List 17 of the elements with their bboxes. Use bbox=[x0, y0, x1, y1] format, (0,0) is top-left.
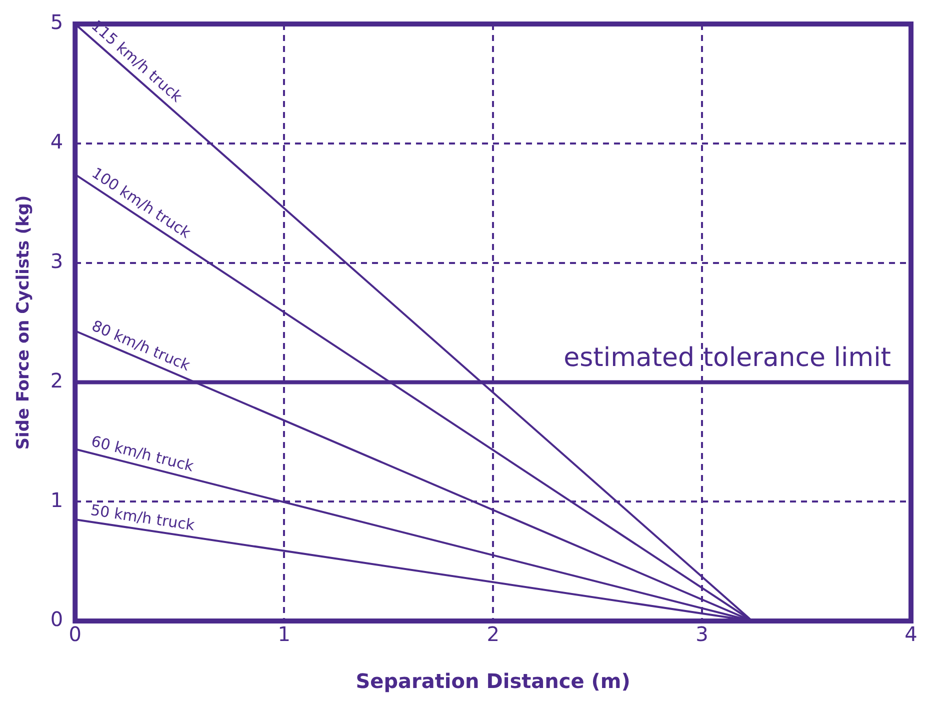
x-tick-label: 3 bbox=[696, 622, 708, 646]
x-tick-label: 2 bbox=[486, 622, 500, 646]
y-tick-label: 5 bbox=[50, 10, 64, 34]
y-tick-label: 2 bbox=[50, 368, 64, 392]
x-tick-label: 0 bbox=[68, 622, 82, 646]
x-tick-label: 1 bbox=[278, 622, 290, 646]
text: 60 km/h truck bbox=[89, 432, 196, 476]
text: 80 km/h truck bbox=[89, 316, 194, 375]
y-tick-label: 1 bbox=[50, 488, 64, 512]
y-tick-label: 4 bbox=[50, 130, 64, 154]
ref-line-label: estimated tolerance limit bbox=[564, 342, 891, 373]
x-axis-title: Separation Distance (m) bbox=[356, 669, 630, 694]
x-tick-label: 4 bbox=[904, 622, 918, 646]
y-tick-label: 3 bbox=[50, 249, 64, 274]
text: 50 km/h truck bbox=[89, 500, 196, 534]
y-axis-title: Side Force on Cyclists (kg) bbox=[14, 195, 34, 450]
y-tick-label: 0 bbox=[50, 607, 64, 632]
